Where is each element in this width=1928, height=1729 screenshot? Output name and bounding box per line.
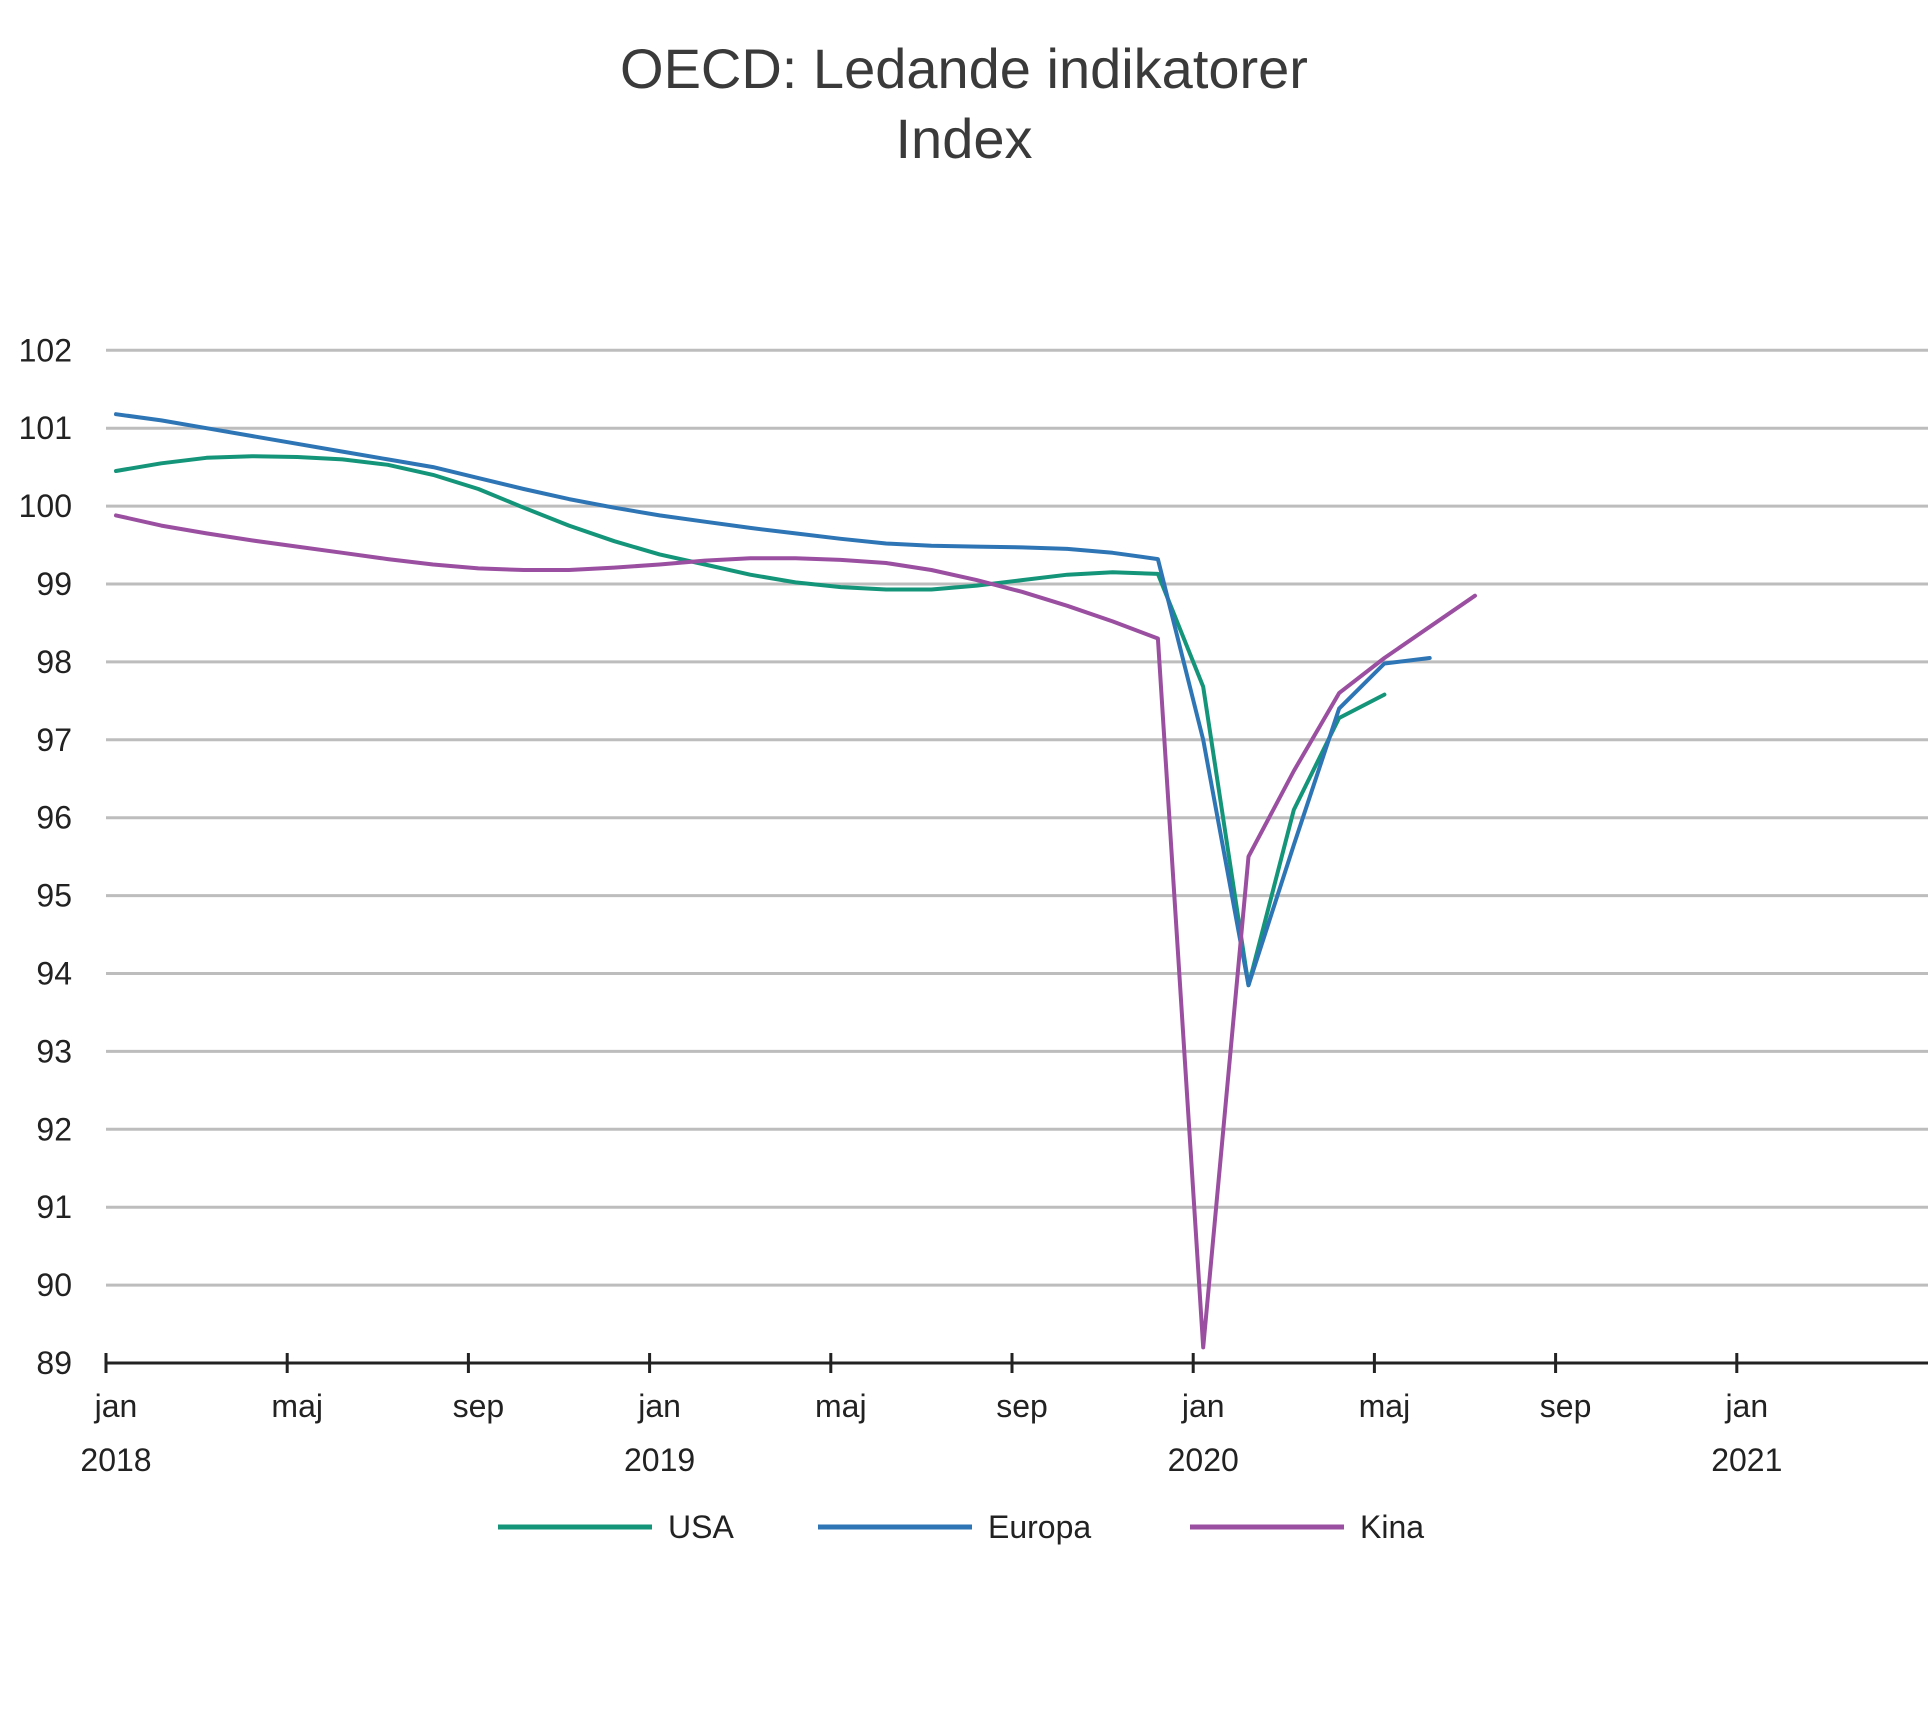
y-tick-label: 102: [19, 332, 72, 368]
y-axis-ticks: 89 90 91 92 93 94 95 96 97 98 99 100 101 102: [19, 332, 72, 1381]
y-tick-label: 96: [36, 800, 72, 836]
y-tick-label: 98: [36, 644, 72, 680]
x-tick-label: sep: [453, 1388, 505, 1424]
series-lines: [114, 412, 1477, 1350]
gridlines: [106, 348, 1928, 1287]
x-tick-label: sep: [996, 1388, 1048, 1424]
y-tick-label: 100: [19, 488, 72, 524]
y-tick-label: 93: [36, 1033, 72, 1069]
x-year-label: 2021: [1711, 1442, 1782, 1478]
x-tick-label: sep: [1540, 1388, 1592, 1424]
y-tick-label: 99: [36, 566, 72, 602]
x-tick-label: maj: [815, 1388, 867, 1424]
series-line-kina: [114, 513, 1477, 1350]
x-year-label: 2018: [80, 1442, 151, 1478]
x-year-label: 2020: [1168, 1442, 1239, 1478]
y-tick-label: 90: [36, 1267, 72, 1303]
x-tick-label: jan: [637, 1388, 681, 1424]
y-tick-label: 89: [36, 1345, 72, 1381]
chart-title: OECD: Ledande indikatorer: [620, 37, 1308, 100]
y-tick-label: 92: [36, 1111, 72, 1147]
legend: USA Europa Kina: [498, 1509, 1424, 1545]
y-tick-label: 101: [19, 410, 72, 446]
y-tick-label: 95: [36, 878, 72, 914]
y-tick-label: 91: [36, 1189, 72, 1225]
x-year-label: 2019: [624, 1442, 695, 1478]
y-tick-label: 94: [36, 956, 72, 992]
x-tick-label: jan: [1724, 1388, 1768, 1424]
y-tick-label: 97: [36, 722, 72, 758]
series-line-europa: [114, 412, 1432, 988]
legend-label: Kina: [1360, 1509, 1424, 1545]
series-line-usa: [114, 454, 1387, 988]
x-tick-label: jan: [94, 1388, 138, 1424]
x-tick-label: maj: [271, 1388, 323, 1424]
x-tick-label: jan: [1181, 1388, 1225, 1424]
chart-subtitle: Index: [896, 107, 1033, 170]
legend-label: Europa: [988, 1509, 1091, 1545]
legend-label: USA: [668, 1509, 734, 1545]
x-axis: jan 2018 maj sep jan 2019 maj sep jan 2020 maj sep j…: [80, 1353, 1928, 1478]
x-tick-label: maj: [1359, 1388, 1411, 1424]
